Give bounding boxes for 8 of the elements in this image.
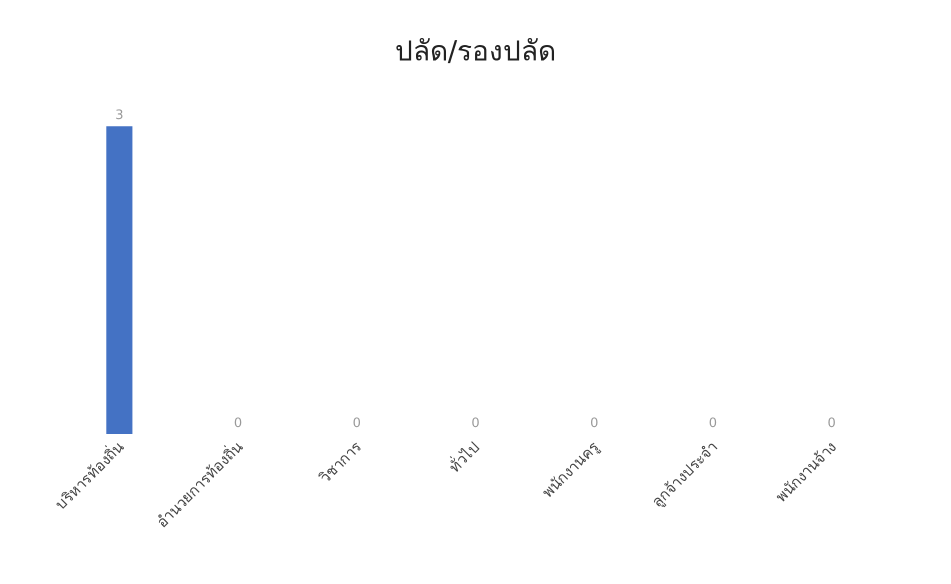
data-label: 0 <box>234 416 242 431</box>
data-label: 0 <box>590 416 598 431</box>
data-label: 0 <box>471 416 480 431</box>
chart-title: ปลัด/รองปลัด <box>394 34 556 68</box>
data-label: 0 <box>708 416 718 431</box>
data-label: 0 <box>352 416 361 431</box>
data-label: 3 <box>115 108 124 124</box>
data-label: 0 <box>828 416 836 431</box>
